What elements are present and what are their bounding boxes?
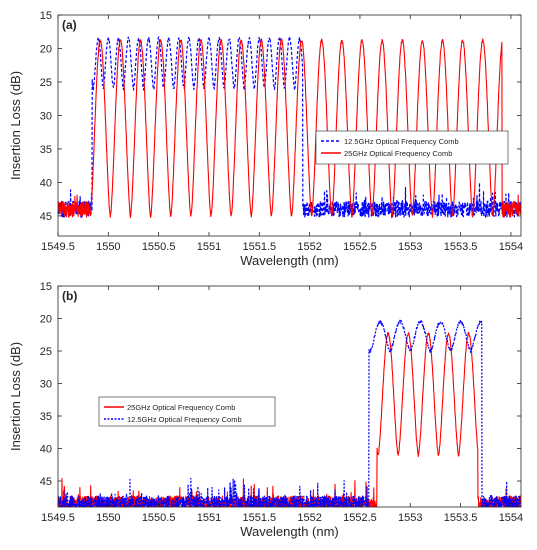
series-line-1	[58, 36, 521, 218]
legend: 25GHz Optical Frequency Comb 12.5GHz Opti…	[98, 396, 276, 427]
y-axis-label: Insertion Loss (dB)	[8, 71, 23, 180]
legend-entry: 25GHz Optical Frequency Comb	[127, 403, 235, 412]
x-tick-label: 1550.5	[142, 512, 176, 524]
panel-b-chart: 1549.5 1550 1550.5 1551 1551.5 1552 1552.5 1553…	[8, 281, 523, 539]
legend-entry: 12.5GHz Optical Frequency Comb	[344, 137, 459, 146]
x-axis-label: Wavelength (nm)	[240, 253, 339, 268]
x-tick-label: 1553.5	[444, 241, 478, 253]
legend-box	[98, 396, 276, 427]
y-tick-label: 40	[40, 444, 52, 456]
legend-box	[315, 130, 509, 165]
axes-frame	[57, 14, 522, 237]
y-tick-label: 25	[40, 346, 52, 358]
y-tick-label: 30	[40, 379, 52, 391]
series-group	[58, 36, 521, 219]
legend-entry: 12.5GHz Optical Frequency Comb	[127, 415, 242, 424]
x-tick-label: 1552	[297, 241, 321, 253]
panel-a-chart: 1549.5 1550 1550.5 1551 1551.5 1552 1552.5 1553…	[8, 10, 523, 268]
x-tick-label: 1552.5	[343, 241, 377, 253]
x-tick-label: 1550.5	[142, 241, 176, 253]
x-tick-label: 1553	[398, 512, 422, 524]
x-tick-label: 1552.5	[343, 512, 377, 524]
y-tick-label: 40	[40, 177, 52, 189]
x-tick-label: 1549.5	[41, 512, 75, 524]
plot-area	[58, 286, 521, 507]
y-tick-label: 35	[40, 144, 52, 156]
y-tick-label: 45	[40, 211, 52, 223]
x-tick-label: 1551.5	[242, 512, 276, 524]
y-tick-label: 20	[40, 314, 52, 326]
x-tick-label: 1551	[197, 241, 221, 253]
x-tick-label: 1553.5	[444, 512, 478, 524]
x-tick-label: 1554	[499, 512, 523, 524]
y-axis-label: Insertion Loss (dB)	[8, 342, 23, 451]
x-tick-label: 1551.5	[242, 241, 276, 253]
y-tick-label: 30	[40, 110, 52, 122]
x-tick-label: 1552	[297, 512, 321, 524]
y-tick-label: 15	[40, 10, 52, 22]
series-line-2	[58, 38, 521, 219]
y-tick-label: 20	[40, 43, 52, 55]
y-tick-label: 25	[40, 77, 52, 89]
axes-frame	[57, 285, 522, 508]
x-tick-label: 1549.5	[41, 241, 75, 253]
x-tick-label: 1550	[96, 241, 120, 253]
y-tick-label: 45	[40, 476, 52, 488]
legend-entry: 25GHz Optical Frequency Comb	[344, 149, 452, 158]
x-tick-label: 1554	[499, 241, 523, 253]
y-tick-label: 35	[40, 411, 52, 423]
x-tick-label: 1551	[197, 512, 221, 524]
y-tick-label: 15	[40, 281, 52, 293]
panel-tag: (b)	[62, 289, 77, 303]
panel-tag: (a)	[62, 18, 77, 32]
x-tick-label: 1550	[96, 512, 120, 524]
x-axis-label: Wavelength (nm)	[240, 524, 339, 539]
x-tick-label: 1553	[398, 241, 422, 253]
legend: 12.5GHz Optical Frequency Comb 25GHz Opti…	[315, 130, 509, 165]
